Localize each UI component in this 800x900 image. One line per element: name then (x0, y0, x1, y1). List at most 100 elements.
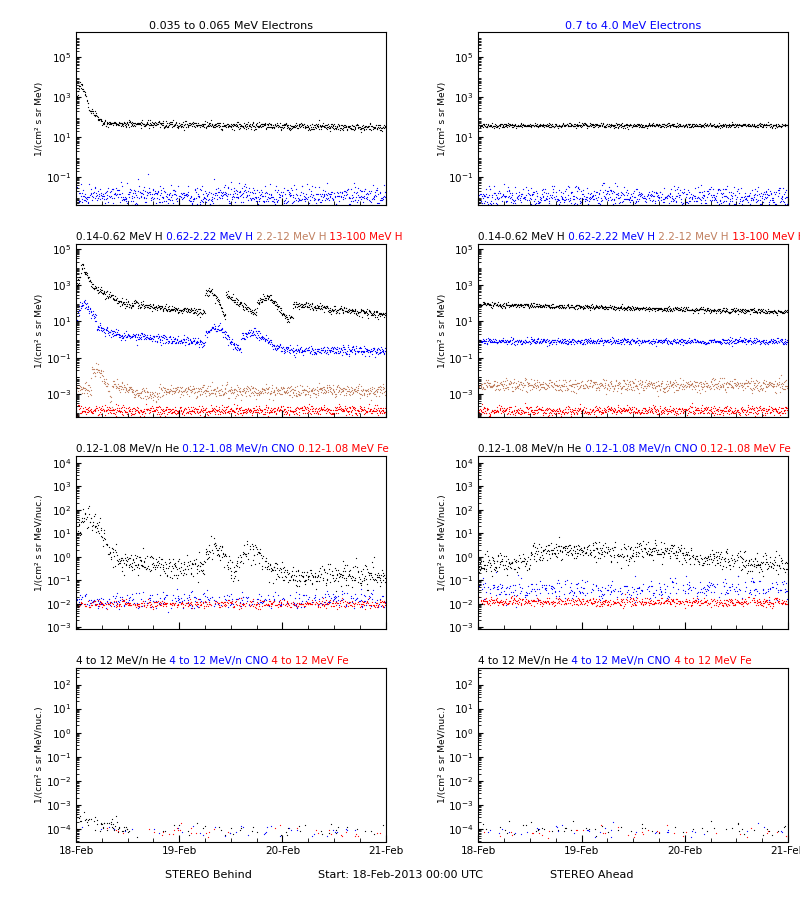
Point (690, 384, 703, 399)
Point (483, 118, 496, 132)
Point (665, 336, 678, 350)
Point (768, 333, 781, 347)
Point (371, 118, 384, 132)
Point (247, 119, 260, 133)
Point (116, 400, 129, 415)
Point (138, 402, 151, 417)
Point (90, 185, 102, 200)
Point (96, 284, 109, 298)
Point (497, 187, 510, 202)
Point (765, 405, 778, 419)
Point (158, 336, 171, 350)
Point (485, 563, 498, 578)
Point (328, 302, 341, 317)
Point (281, 314, 294, 328)
Point (486, 190, 498, 204)
Point (120, 405, 133, 419)
Point (569, 373, 582, 387)
Point (247, 402, 260, 417)
Point (214, 191, 226, 205)
Point (113, 183, 126, 197)
Point (494, 334, 506, 348)
Point (738, 304, 751, 319)
Point (529, 335, 542, 349)
Point (212, 184, 225, 199)
Point (89, 507, 102, 521)
Point (183, 598, 196, 613)
Point (193, 559, 206, 573)
Point (475, 377, 488, 392)
Point (85, 310, 98, 325)
Point (751, 334, 764, 348)
Point (648, 533, 661, 547)
Point (230, 117, 242, 131)
Point (291, 823, 304, 837)
Point (281, 118, 294, 132)
Point (690, 194, 702, 208)
Point (199, 324, 212, 338)
Point (555, 404, 568, 419)
Point (190, 305, 202, 320)
Point (634, 333, 646, 347)
Point (758, 305, 771, 320)
Point (320, 346, 333, 360)
Point (762, 595, 775, 609)
Point (283, 118, 296, 132)
Point (639, 401, 652, 416)
Point (669, 183, 682, 197)
Point (156, 329, 169, 344)
Point (612, 334, 625, 348)
Point (330, 563, 342, 578)
Point (258, 598, 270, 612)
Point (562, 119, 575, 133)
Point (157, 824, 170, 839)
Point (580, 180, 593, 194)
Point (514, 298, 526, 312)
Point (598, 176, 610, 190)
Point (347, 339, 360, 354)
Point (638, 333, 650, 347)
Point (263, 385, 276, 400)
Point (199, 405, 212, 419)
Point (260, 554, 273, 568)
Point (245, 306, 258, 320)
Point (266, 382, 278, 396)
Point (750, 598, 762, 613)
Point (751, 378, 764, 392)
Point (184, 115, 197, 130)
Point (583, 118, 596, 132)
Point (87, 594, 100, 608)
Point (479, 400, 492, 415)
Point (213, 296, 226, 310)
Point (277, 194, 290, 208)
Point (677, 302, 690, 317)
Point (202, 289, 214, 303)
Point (667, 301, 680, 315)
Point (145, 298, 158, 312)
Point (733, 195, 746, 210)
Point (728, 334, 741, 348)
Point (194, 598, 207, 612)
Point (88, 104, 101, 119)
Point (606, 336, 618, 350)
Point (94, 182, 106, 196)
Point (246, 385, 258, 400)
Point (730, 335, 743, 349)
Point (642, 334, 654, 348)
Point (575, 543, 588, 557)
Point (631, 374, 644, 388)
Point (708, 408, 721, 422)
Point (565, 407, 578, 421)
Point (534, 550, 547, 564)
Point (331, 400, 344, 414)
Point (750, 560, 762, 574)
Point (275, 570, 288, 584)
Point (743, 331, 756, 346)
Point (271, 184, 284, 199)
Point (110, 600, 122, 615)
Point (318, 119, 330, 133)
Point (373, 381, 386, 395)
Point (703, 380, 716, 394)
Point (110, 595, 123, 609)
Point (677, 373, 690, 387)
